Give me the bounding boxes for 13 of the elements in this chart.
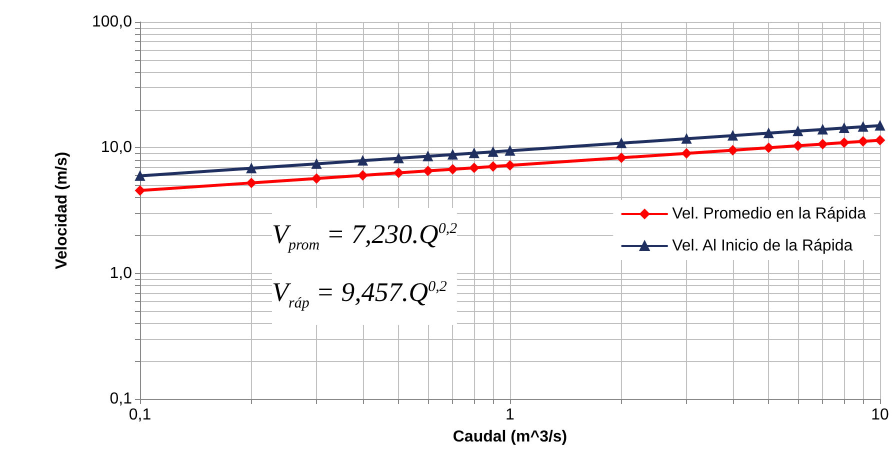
y-tick-label: 10,0	[100, 139, 132, 156]
legend-label: Vel. Promedio en la Rápida	[672, 206, 866, 222]
y-axis-title: Velocidad (m/s)	[54, 152, 70, 270]
x-tick-label: 10	[871, 406, 889, 424]
y-tick-label: 1,0	[110, 264, 132, 282]
legend-label: Vel. Al Inicio de la Rápida	[672, 238, 853, 254]
x-axis-title: Caudal (m^3/s)	[452, 428, 568, 446]
x-tick-label: 0,1	[128, 406, 152, 424]
y-tick-label: 100,0	[92, 14, 132, 30]
annotation: V$_{ráp}$ = 9,457.Q$^{0,2}$	[272, 276, 448, 314]
x-tick-label: 1	[506, 406, 515, 424]
annotation: V$_{prom}$ = 7,230.Q$^{0,2}$	[272, 218, 458, 256]
y-tick-label: 0,1	[110, 390, 132, 408]
